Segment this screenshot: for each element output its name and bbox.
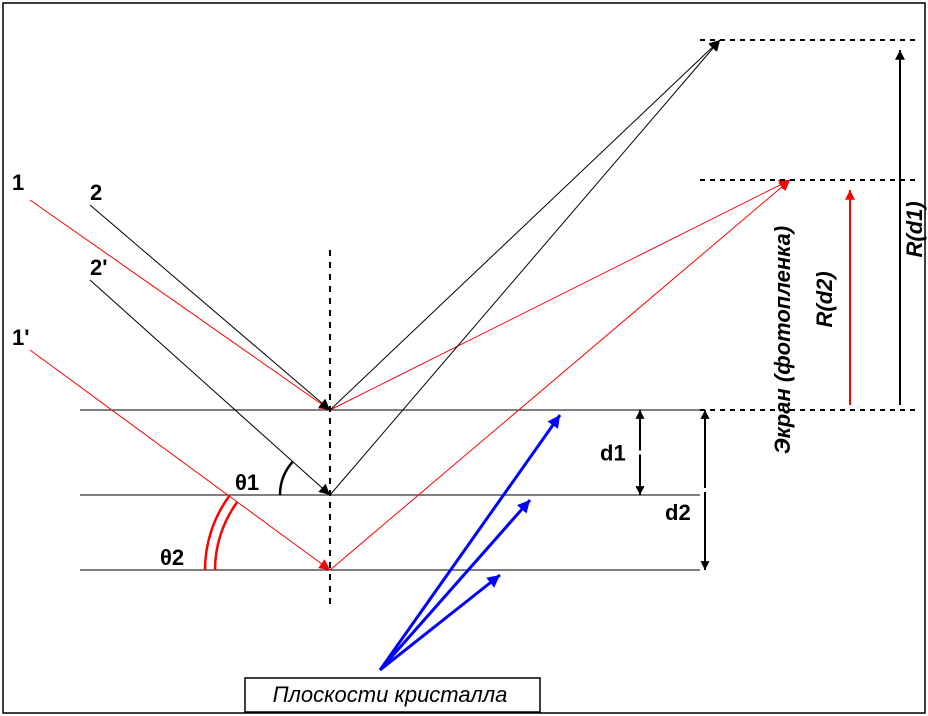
Rd2-label: R(d2) — [812, 271, 837, 327]
label-2: 2 — [90, 180, 102, 205]
rays — [30, 40, 790, 570]
R-d2: R(d2) — [812, 190, 855, 405]
label-theta1: θ1 — [235, 470, 259, 495]
plane-pointer-arrows — [380, 415, 560, 670]
dimensions: d1 d2 — [600, 410, 710, 570]
label-1prime: 1' — [12, 325, 29, 350]
angle-arc — [205, 497, 229, 570]
label-theta2: θ2 — [160, 545, 184, 570]
d1-label: d1 — [600, 441, 626, 466]
label-2prime: 2' — [90, 255, 107, 280]
angle-arc — [280, 462, 293, 495]
label-1: 1 — [12, 170, 24, 195]
R-d1: R(d1) — [895, 50, 927, 405]
caption: Плоскости кристалла — [273, 682, 508, 707]
Rd1-label: R(d1) — [902, 201, 927, 257]
screen-label: Экран (фотопленка) — [770, 226, 795, 454]
d2-label: d2 — [665, 500, 691, 525]
